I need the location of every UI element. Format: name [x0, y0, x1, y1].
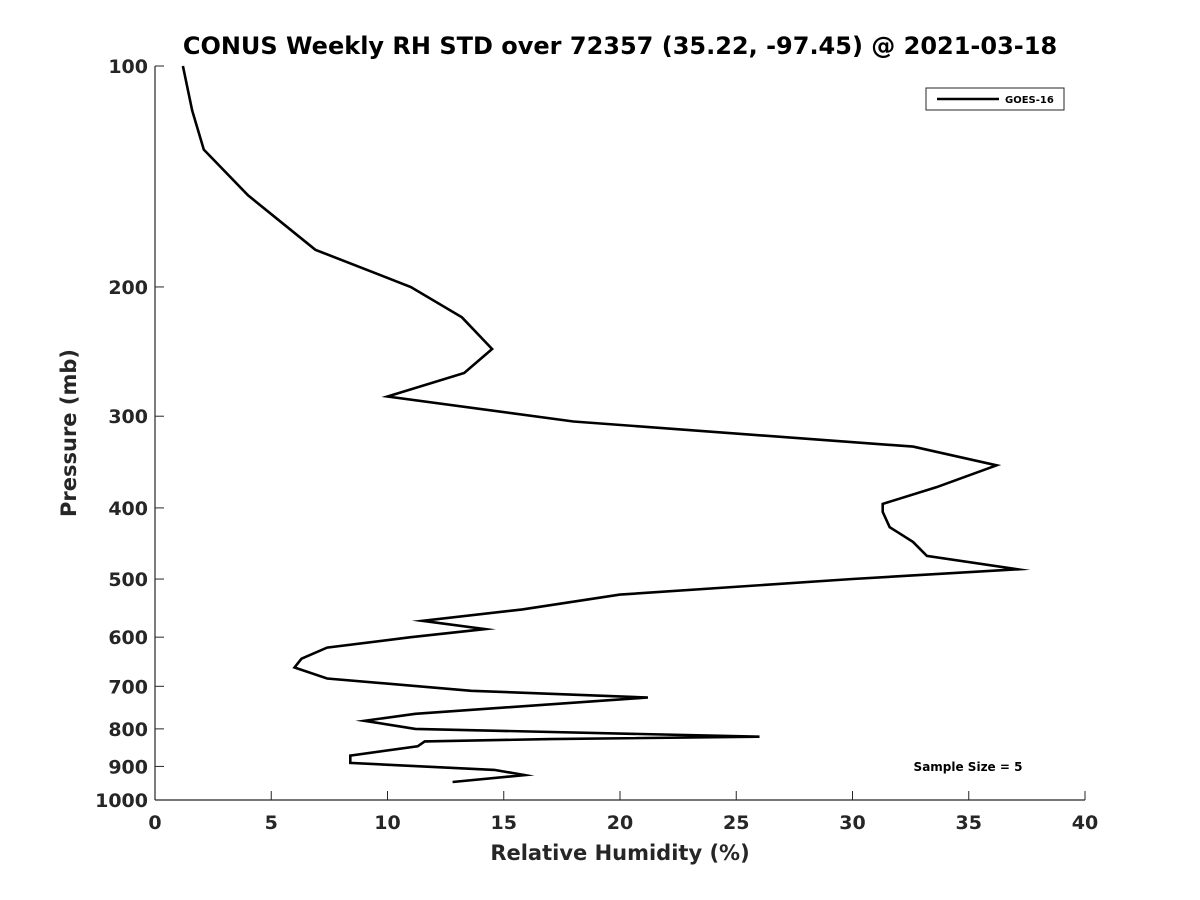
sample-size-annotation: Sample Size = 5 — [914, 760, 1023, 774]
x-tick-label: 25 — [723, 812, 749, 834]
y-axis: 100 200 300 400 500 600 700 800 900 1000 — [95, 56, 164, 812]
chart-title: CONUS Weekly RH STD over 72357 (35.22, -… — [183, 32, 1057, 60]
x-axis-label: Relative Humidity (%) — [490, 841, 749, 865]
series-line-goes-16 — [181, 65, 1031, 784]
x-tick-label: 10 — [374, 812, 400, 834]
y-tick-label: 600 — [108, 627, 148, 649]
x-tick-label: 15 — [491, 812, 517, 834]
y-axis-label: Pressure (mb) — [57, 349, 81, 517]
y-tick-label: 800 — [108, 719, 148, 741]
y-tick-label: 100 — [108, 56, 148, 78]
legend: GOES-16 — [925, 87, 1065, 111]
y-tick-label: 300 — [108, 406, 148, 428]
legend-label: GOES-16 — [1005, 95, 1054, 106]
y-tick-label: 900 — [108, 756, 148, 778]
x-tick-label: 40 — [1072, 812, 1098, 834]
y-tick-label: 400 — [108, 498, 148, 520]
y-tick-label: 500 — [108, 569, 148, 591]
x-tick-label: 20 — [607, 812, 633, 834]
x-tick-label: 30 — [839, 812, 865, 834]
y-tick-label: 700 — [108, 676, 148, 698]
x-tick-label: 0 — [148, 812, 161, 834]
x-axis: 0 5 10 15 20 25 30 35 40 — [148, 791, 1098, 834]
series-layer — [181, 65, 1031, 784]
x-tick-label: 5 — [265, 812, 278, 834]
x-tick-label: 35 — [956, 812, 982, 834]
y-tick-label: 1000 — [95, 790, 148, 812]
y-tick-label: 200 — [108, 277, 148, 299]
